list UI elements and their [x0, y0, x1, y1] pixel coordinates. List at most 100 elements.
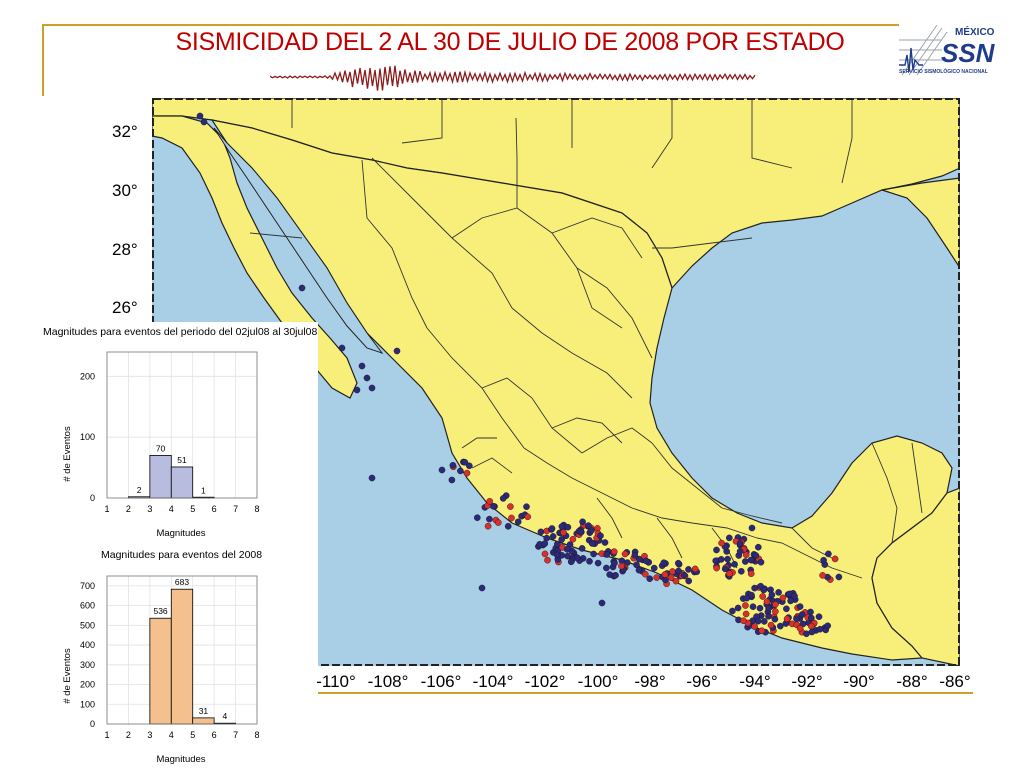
event-dot [569, 535, 577, 543]
event-dot [544, 556, 551, 564]
x-tick-label: 4 [169, 504, 174, 514]
event-dot [612, 571, 619, 579]
event-dot [763, 598, 771, 606]
event-dot [449, 461, 457, 469]
event-dot [808, 614, 815, 622]
event-dot [751, 623, 758, 630]
logo-name: SERVICIO SISMOLÓGICO NACIONAL [899, 67, 988, 75]
event-dot [567, 558, 575, 566]
event-dot [726, 534, 733, 542]
event-dot [807, 608, 814, 616]
x-axis-label: Magnitudes [156, 754, 205, 765]
event-dot [808, 628, 816, 636]
event-dot [594, 559, 602, 567]
x-axis-label: Magnitudes [156, 528, 205, 539]
event-dot [754, 617, 762, 625]
page-title: SISMICIDAD DEL 2 AL 30 DE JULIO DE 2008 … [175, 28, 845, 56]
event-dot [646, 575, 654, 583]
x-tick-label: 5 [190, 730, 195, 740]
lat-label: 28° [112, 240, 138, 259]
lon-label: -88° [896, 672, 928, 691]
event-dot [588, 526, 595, 534]
event-dot [747, 570, 755, 578]
event-dot [835, 573, 843, 581]
event-dot [721, 565, 729, 573]
event-dot [353, 386, 361, 394]
event-dot [463, 469, 471, 477]
histogram-bar [149, 455, 172, 499]
lon-label: -106° [420, 672, 462, 691]
event-dot [748, 524, 756, 532]
event-dot [564, 523, 572, 531]
event-dot [635, 555, 643, 563]
event-dot [590, 550, 597, 558]
event-dot [523, 503, 530, 511]
event-dot [499, 495, 507, 502]
y-tick-label: 300 [80, 660, 95, 670]
event-dot [486, 497, 494, 505]
event-dot [641, 570, 649, 578]
event-dot [793, 615, 800, 623]
x-tick-label: 7 [233, 504, 238, 514]
event-dot [577, 528, 585, 536]
event-dot [768, 591, 776, 599]
event-dot [438, 466, 446, 474]
bar-value-label: 70 [156, 443, 166, 453]
y-tick-label: 700 [80, 581, 95, 591]
x-tick-label: 7 [233, 730, 238, 740]
longitude-labels: -110° -108° -106° -104° -102° -100° -98°… [316, 672, 978, 696]
bar-value-label: 1 [201, 485, 206, 495]
land-florida [881, 177, 960, 270]
logo-acronym: SSN [941, 38, 996, 68]
bottom-rule [318, 692, 973, 694]
event-dot [783, 615, 791, 623]
event-dot [783, 605, 790, 613]
event-dot [633, 561, 640, 569]
event-dot [549, 533, 557, 540]
event-dot [588, 540, 596, 547]
event-dot [713, 564, 720, 572]
x-tick-label: 1 [104, 504, 109, 514]
event-dot [726, 570, 733, 578]
y-axis-label: # de Eventos [62, 426, 73, 482]
event-dot [759, 593, 767, 600]
seismogram-decoration [270, 65, 756, 91]
event-dot [363, 374, 371, 382]
lon-label: -92° [791, 672, 823, 691]
lat-label: 30° [112, 181, 138, 200]
event-dot [736, 540, 744, 547]
event-dot [667, 574, 675, 582]
x-tick-label: 1 [104, 730, 109, 740]
histogram-title: Magnitudes para eventos del periodo del … [43, 326, 318, 338]
event-dot [760, 586, 768, 594]
event-dot [610, 548, 618, 556]
event-dot [541, 550, 549, 558]
x-tick-label: 8 [254, 504, 259, 514]
event-dot [465, 462, 473, 470]
event-dot [712, 557, 720, 565]
event-dot [494, 519, 502, 526]
event-dot [508, 514, 515, 522]
event-dot [457, 467, 464, 475]
event-dot [560, 529, 567, 536]
y-tick-label: 400 [80, 640, 95, 650]
histogram-bar [192, 717, 215, 725]
event-dot [743, 594, 751, 602]
event-dot [731, 560, 738, 568]
histogram-bar [170, 588, 194, 725]
histogram-bar [149, 617, 172, 725]
y-tick-label: 200 [80, 371, 95, 381]
y-tick-label: 600 [80, 601, 95, 611]
event-dot [507, 503, 514, 510]
event-dot [772, 601, 779, 608]
event-dot [586, 557, 593, 565]
event-dot [757, 558, 765, 566]
y-tick-label: 500 [80, 620, 95, 630]
histogram-bar [170, 466, 194, 499]
event-dot [831, 555, 839, 563]
x-tick-label: 3 [147, 504, 152, 514]
event-dot [579, 518, 586, 526]
event-dot [796, 603, 804, 610]
event-dot [553, 551, 561, 559]
event-dot [765, 604, 772, 612]
